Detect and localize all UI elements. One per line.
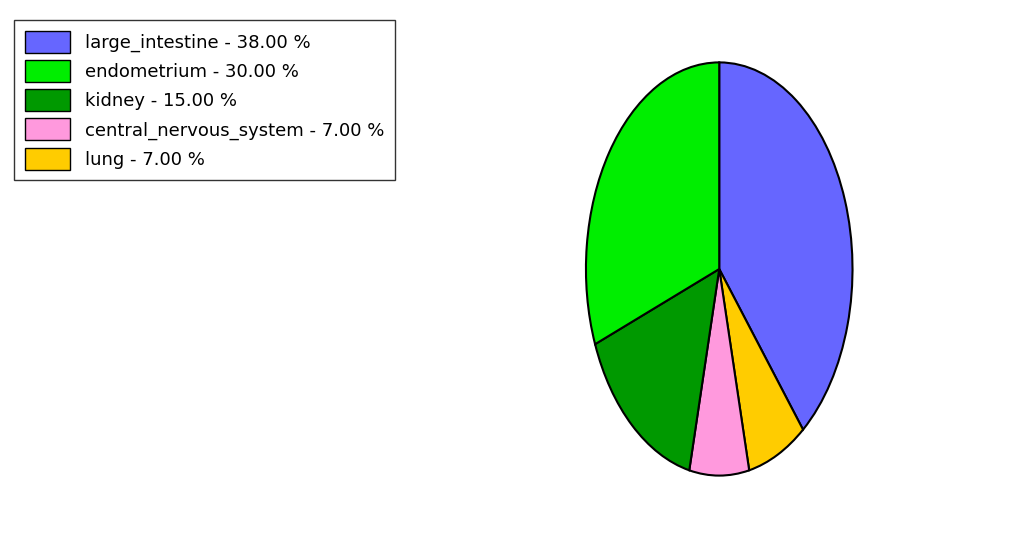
Legend: large_intestine - 38.00 %, endometrium - 30.00 %, kidney - 15.00 %, central_nerv: large_intestine - 38.00 %, endometrium -… bbox=[14, 20, 395, 180]
Wedge shape bbox=[689, 269, 750, 476]
Wedge shape bbox=[719, 269, 803, 470]
Wedge shape bbox=[719, 62, 853, 430]
Wedge shape bbox=[586, 62, 719, 344]
Wedge shape bbox=[595, 269, 719, 470]
